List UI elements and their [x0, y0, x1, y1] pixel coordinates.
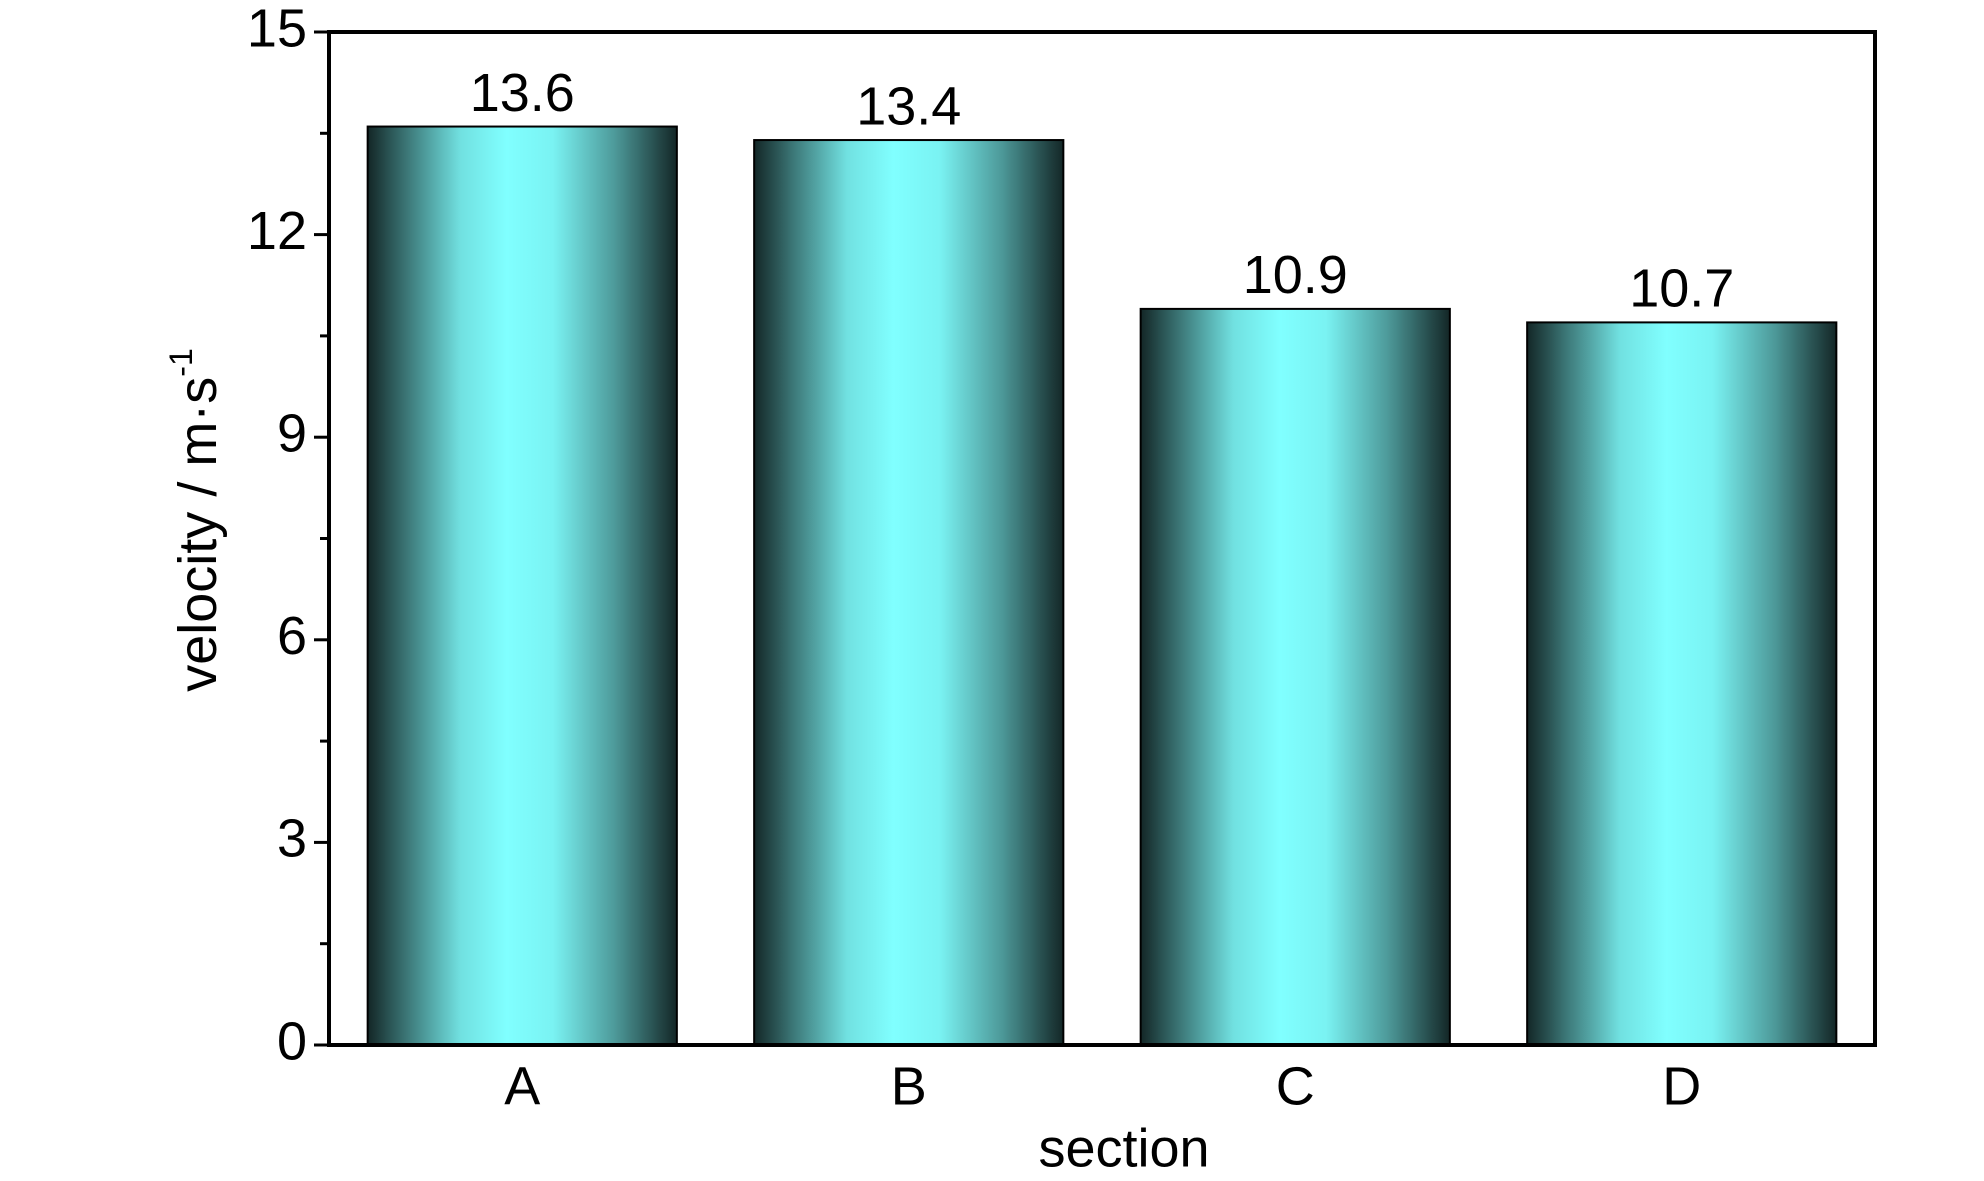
- y-tick-label: 0: [277, 1011, 307, 1071]
- y-tick-label: 6: [277, 606, 307, 666]
- x-tick-label: A: [504, 1056, 540, 1116]
- bar-shade: [1140, 308, 1450, 1045]
- y-tick-label: 15: [247, 0, 307, 58]
- bar-shade: [367, 126, 677, 1045]
- y-tick-label: 12: [247, 201, 307, 261]
- x-tick-label: D: [1662, 1056, 1701, 1116]
- y-axis-title-main: velocity / m·s: [168, 377, 228, 692]
- value-label: 13.6: [470, 63, 575, 123]
- y-axis-title: velocity / m·s-1: [163, 348, 228, 692]
- value-label: 10.9: [1243, 245, 1348, 305]
- value-label: 13.4: [856, 76, 961, 136]
- x-axis-title: section: [1038, 1118, 1209, 1178]
- bar-shade: [1527, 322, 1837, 1046]
- y-tick-label: 3: [277, 809, 307, 869]
- value-label: 10.7: [1629, 259, 1734, 319]
- bar-shade: [754, 140, 1064, 1045]
- y-tick-label: 9: [277, 403, 307, 463]
- y-axis-title-sup: -1: [163, 348, 199, 376]
- x-tick-label: B: [891, 1056, 927, 1116]
- x-tick-label: C: [1276, 1056, 1315, 1116]
